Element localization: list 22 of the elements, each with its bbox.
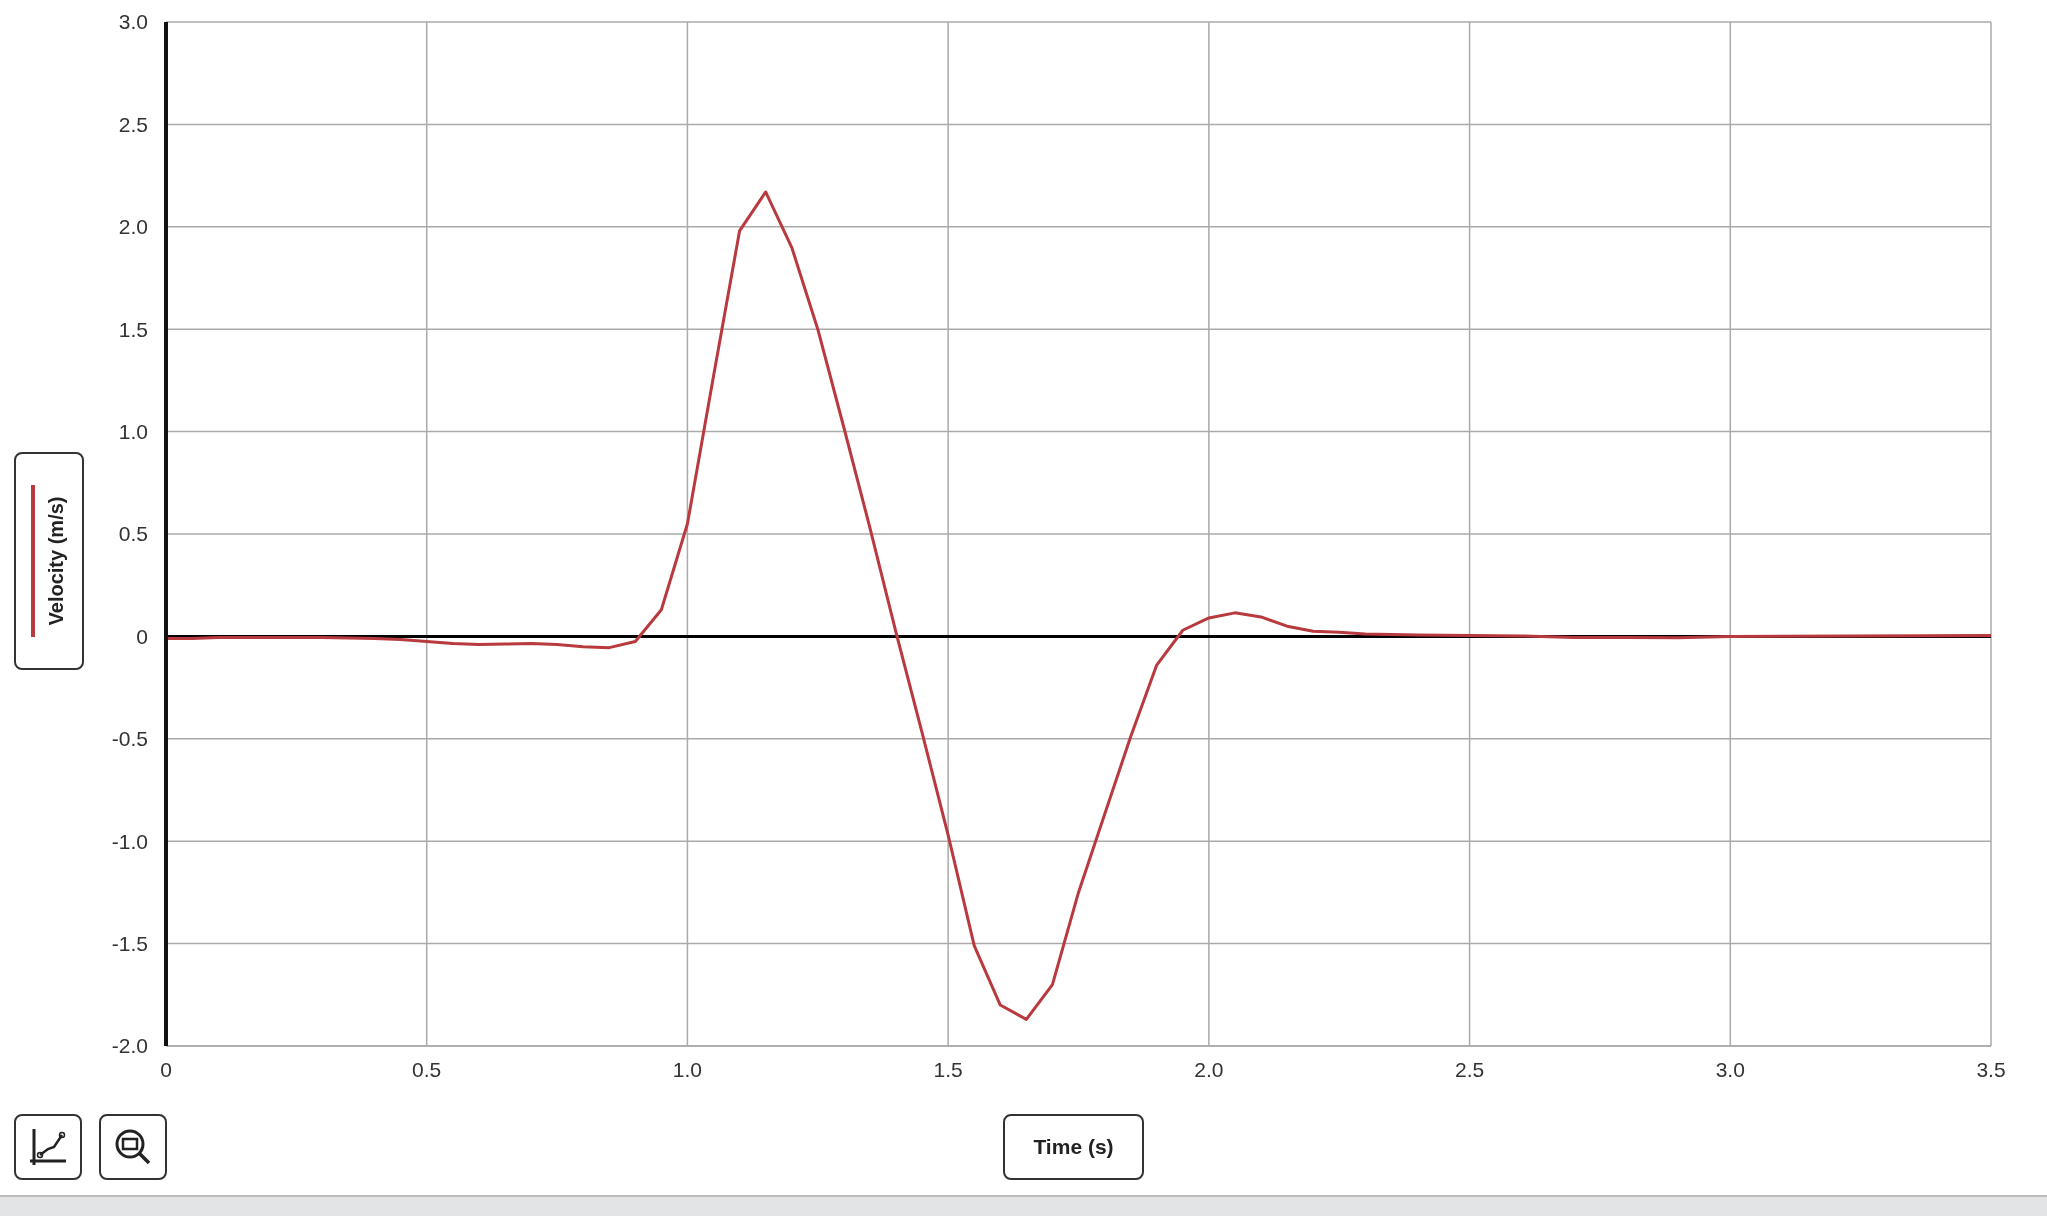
x-tick-label: 2.5 [1454, 1057, 1485, 1081]
x-tick-label: 0.5 [412, 1057, 442, 1081]
line-series [166, 190, 1991, 1021]
y-tick-label: -0.5 [111, 727, 148, 751]
y-tick-label: 3.0 [118, 10, 148, 34]
y-tick-label: -2.0 [111, 1034, 148, 1058]
x-tick-label: 1.0 [672, 1057, 703, 1081]
x-axis-title: Time (s) [1003, 1114, 1144, 1180]
x-tick-label: 3.0 [1715, 1057, 1745, 1081]
y-axis-title: Velocity (m/s) [44, 496, 68, 626]
y-tick-label: 2.5 [118, 112, 148, 136]
x-tick-label: 0 [160, 1057, 172, 1081]
y-tick-label: -1.0 [111, 829, 148, 853]
y-tick-label: 1.5 [118, 317, 148, 341]
y-tick-label: 1.0 [118, 420, 148, 444]
x-tick-label: 3.5 [1976, 1057, 2006, 1081]
y-tick-label: 2.0 [118, 215, 148, 239]
x-tick-label: 2.0 [1194, 1057, 1224, 1081]
y-tick-label: -1.5 [111, 932, 148, 956]
y-tick-label: 0 [136, 624, 148, 648]
x-tick-label: 1.5 [933, 1057, 963, 1081]
y-tick-label: 0.5 [118, 522, 148, 546]
